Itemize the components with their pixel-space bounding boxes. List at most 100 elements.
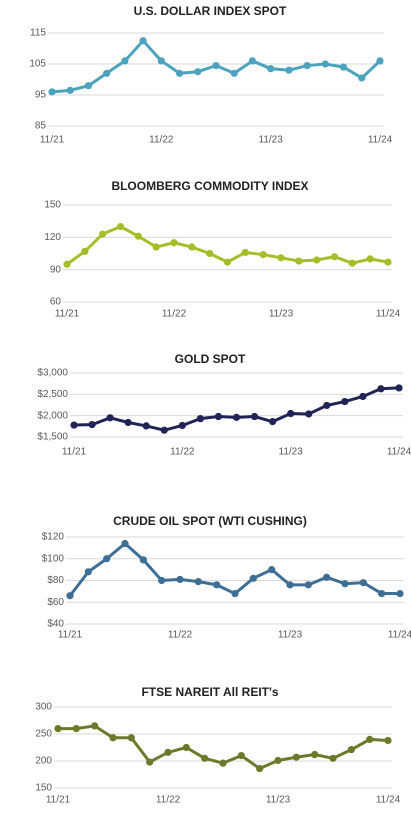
- point: [66, 592, 74, 600]
- point: [54, 725, 62, 733]
- point: [311, 750, 319, 759]
- point: [339, 63, 348, 71]
- point: [88, 421, 96, 429]
- point: [72, 725, 80, 733]
- point: [206, 249, 214, 258]
- y-tick-label: $40: [47, 619, 64, 630]
- point: [268, 566, 276, 574]
- x-tick-label: 11/22: [149, 135, 174, 146]
- point: [323, 401, 331, 410]
- point: [106, 414, 114, 422]
- point: [212, 61, 220, 70]
- point: [160, 426, 168, 434]
- point: [292, 753, 300, 761]
- x-tick-label: 11/23: [269, 309, 294, 320]
- point: [127, 734, 135, 742]
- point: [267, 65, 275, 73]
- point: [377, 385, 385, 393]
- y-tick-label: 95: [35, 90, 47, 101]
- x-tick-label: 11/24: [368, 135, 393, 146]
- point: [285, 66, 293, 74]
- y-tick-label: $2,000: [37, 410, 68, 421]
- point: [142, 422, 150, 430]
- y-tick-label: 90: [50, 264, 62, 275]
- point: [277, 254, 285, 262]
- point: [313, 256, 321, 264]
- point: [330, 253, 339, 261]
- chart-title: U.S. DOLLAR INDEX SPOT: [134, 4, 287, 18]
- point: [329, 754, 337, 762]
- point: [152, 243, 160, 251]
- point: [249, 574, 257, 582]
- point: [182, 743, 190, 752]
- x-tick-label: 11/21: [55, 309, 80, 320]
- point: [48, 88, 56, 96]
- x-tick-label: 11/23: [259, 135, 284, 146]
- point: [376, 57, 384, 65]
- x-tick-label: 11/23: [279, 447, 304, 458]
- chart-title: BLOOMBERG COMMODITY INDEX: [111, 179, 308, 193]
- x-tick-label: 11/22: [162, 309, 187, 320]
- x-tick-label: 11/24: [388, 630, 411, 641]
- point: [232, 413, 241, 421]
- point: [366, 735, 374, 744]
- point: [158, 576, 166, 585]
- x-tick-label: 11/23: [278, 630, 303, 641]
- x-tick-label: 11/21: [46, 795, 71, 806]
- y-tick-label: 150: [44, 200, 61, 211]
- point: [304, 581, 312, 589]
- point: [157, 57, 165, 65]
- y-tick-label: 60: [50, 297, 62, 308]
- y-tick-label: 250: [35, 729, 52, 740]
- point: [303, 61, 311, 70]
- point: [178, 421, 186, 430]
- x-tick-label: 11/21: [40, 135, 65, 146]
- point: [384, 736, 392, 745]
- chart-title: FTSE NAREIT All REIT's: [141, 685, 278, 699]
- point: [146, 758, 154, 766]
- point: [121, 57, 129, 65]
- point: [323, 573, 331, 581]
- x-tick-label: 11/24: [387, 447, 411, 458]
- point: [366, 255, 374, 263]
- point: [347, 746, 355, 754]
- point: [230, 69, 238, 77]
- point: [248, 57, 257, 65]
- point: [359, 392, 367, 401]
- y-tick-label: 85: [35, 121, 47, 132]
- point: [91, 722, 99, 730]
- y-tick-label: 105: [29, 59, 46, 70]
- point: [139, 37, 147, 45]
- chart-title: GOLD SPOT: [175, 352, 246, 366]
- x-tick-label: 11/22: [168, 630, 193, 641]
- chart-title: CRUDE OIL SPOT (WTI CUSHING): [113, 514, 307, 528]
- point: [84, 82, 93, 90]
- point: [274, 756, 282, 765]
- point: [170, 239, 178, 247]
- point: [237, 752, 245, 760]
- y-tick-label: $1,500: [37, 432, 68, 443]
- y-tick-label: 115: [30, 28, 46, 39]
- point: [378, 589, 386, 598]
- y-tick-label: $80: [47, 575, 64, 586]
- point: [241, 248, 249, 257]
- point: [359, 579, 367, 587]
- point: [250, 412, 259, 421]
- point: [214, 412, 223, 421]
- point: [81, 247, 89, 255]
- y-tick-label: $120: [42, 532, 65, 543]
- point: [269, 418, 277, 426]
- point: [384, 258, 392, 266]
- point: [116, 222, 125, 231]
- x-tick-label: 11/24: [376, 795, 401, 806]
- point: [295, 257, 303, 265]
- y-tick-label: $100: [42, 553, 65, 564]
- point: [286, 581, 294, 589]
- point: [231, 589, 239, 598]
- point: [348, 259, 356, 267]
- x-tick-label: 11/22: [156, 795, 181, 806]
- point: [396, 589, 404, 598]
- x-tick-label: 11/23: [266, 795, 291, 806]
- point: [196, 415, 204, 423]
